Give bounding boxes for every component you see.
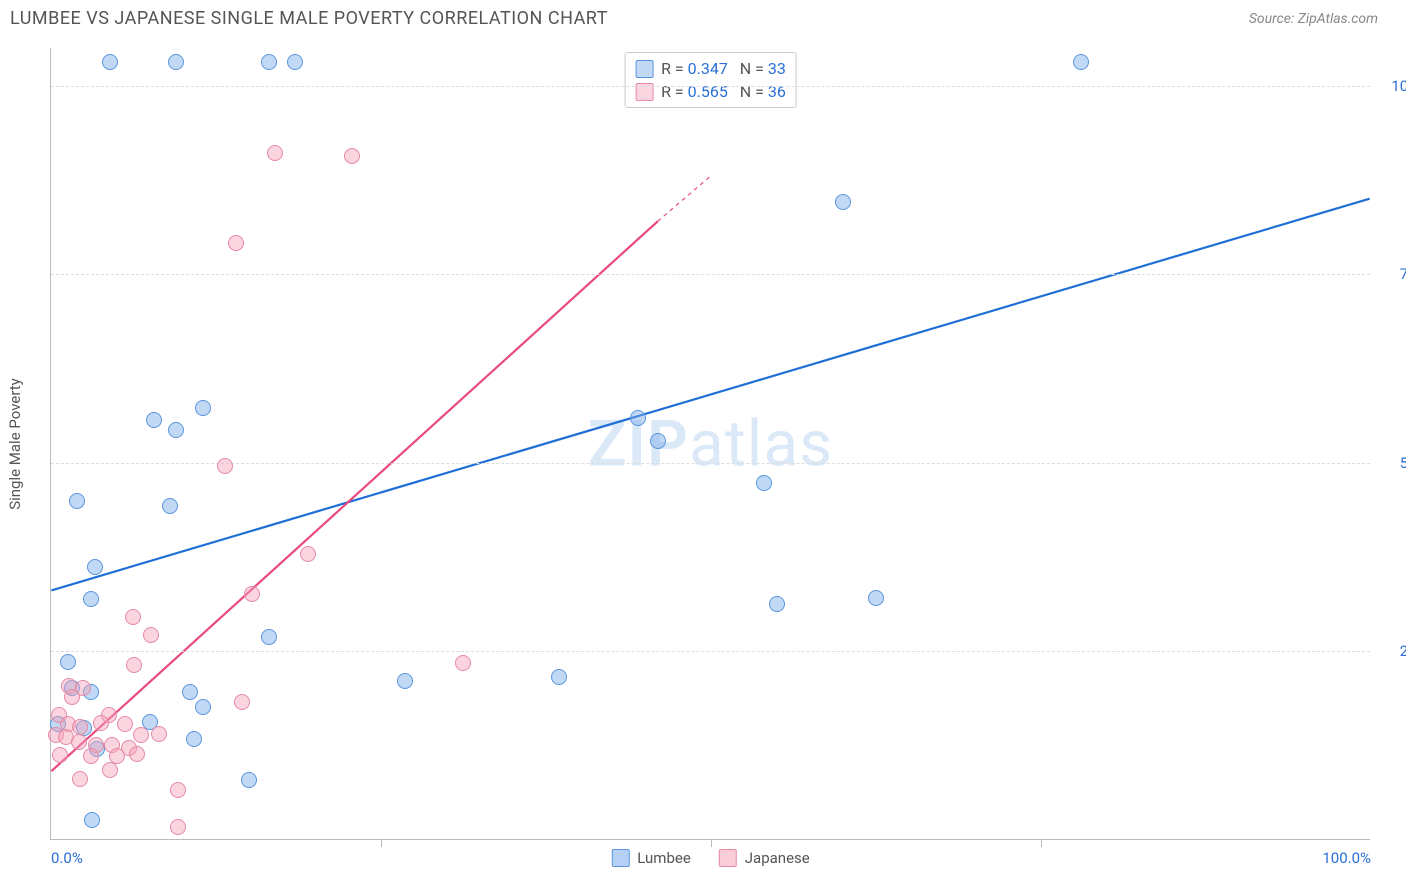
scatter-point bbox=[146, 412, 162, 428]
scatter-point bbox=[60, 654, 76, 670]
scatter-point bbox=[83, 748, 99, 764]
scatter-point bbox=[170, 819, 186, 835]
x-tick-label: 0.0% bbox=[51, 849, 83, 867]
scatter-point bbox=[835, 194, 851, 210]
scatter-point bbox=[267, 145, 283, 161]
scatter-point bbox=[170, 782, 186, 798]
scatter-point bbox=[650, 433, 666, 449]
legend-correlation-row: R = 0.347 N = 33 bbox=[635, 57, 786, 80]
trend-lines bbox=[51, 48, 1370, 839]
scatter-point bbox=[195, 400, 211, 416]
scatter-point bbox=[162, 498, 178, 514]
scatter-point bbox=[129, 746, 145, 762]
legend-series: Lumbee Japanese bbox=[611, 849, 809, 867]
legend-series-item: Lumbee bbox=[611, 849, 691, 867]
scatter-point bbox=[83, 591, 99, 607]
y-tick-label: 75.0% bbox=[1380, 265, 1406, 283]
scatter-point bbox=[228, 235, 244, 251]
scatter-point bbox=[64, 689, 80, 705]
scatter-point bbox=[234, 694, 250, 710]
y-tick-label: 100.0% bbox=[1380, 77, 1406, 95]
scatter-point bbox=[756, 475, 772, 491]
y-tick-label: 25.0% bbox=[1380, 642, 1406, 660]
scatter-point bbox=[241, 772, 257, 788]
scatter-point bbox=[868, 590, 884, 606]
legend-correlation-text: R = 0.347 N = 33 bbox=[661, 59, 786, 78]
gridline bbox=[51, 86, 1370, 87]
scatter-point bbox=[93, 715, 109, 731]
scatter-point bbox=[261, 54, 277, 70]
scatter-point bbox=[186, 731, 202, 747]
scatter-point bbox=[143, 627, 159, 643]
scatter-point bbox=[69, 493, 85, 509]
legend-correlation: R = 0.347 N = 33 R = 0.565 N = 36 bbox=[624, 52, 797, 108]
y-axis-title: Single Male Poverty bbox=[6, 378, 24, 510]
legend-correlation-row: R = 0.565 N = 36 bbox=[635, 80, 786, 103]
legend-swatch bbox=[719, 849, 737, 867]
x-tick bbox=[1041, 839, 1042, 847]
gridline bbox=[51, 463, 1370, 464]
plot-area: ZIPatlas Single Male Poverty R = 0.347 N… bbox=[50, 48, 1370, 840]
scatter-point bbox=[52, 747, 68, 763]
scatter-point bbox=[71, 734, 87, 750]
scatter-point bbox=[84, 812, 100, 828]
scatter-point bbox=[344, 148, 360, 164]
chart-title: LUMBEE VS JAPANESE SINGLE MALE POVERTY C… bbox=[10, 8, 608, 29]
scatter-point bbox=[126, 657, 142, 673]
gridline bbox=[51, 274, 1370, 275]
scatter-point bbox=[287, 54, 303, 70]
scatter-point bbox=[455, 655, 471, 671]
scatter-point bbox=[244, 586, 260, 602]
scatter-point bbox=[72, 719, 88, 735]
legend-swatch bbox=[611, 849, 629, 867]
scatter-point bbox=[117, 716, 133, 732]
scatter-point bbox=[133, 727, 149, 743]
scatter-point bbox=[300, 546, 316, 562]
scatter-point bbox=[72, 771, 88, 787]
x-tick-label: 100.0% bbox=[1322, 849, 1371, 867]
scatter-point bbox=[151, 726, 167, 742]
scatter-point bbox=[769, 596, 785, 612]
y-tick-label: 50.0% bbox=[1380, 454, 1406, 472]
legend-series-label: Japanese bbox=[745, 849, 810, 867]
legend-series-item: Japanese bbox=[719, 849, 810, 867]
legend-swatch bbox=[635, 60, 653, 78]
scatter-point bbox=[125, 609, 141, 625]
scatter-point bbox=[168, 422, 184, 438]
scatter-point bbox=[102, 54, 118, 70]
scatter-point bbox=[630, 410, 646, 426]
scatter-point bbox=[217, 458, 233, 474]
scatter-point bbox=[551, 669, 567, 685]
chart-header: LUMBEE VS JAPANESE SINGLE MALE POVERTY C… bbox=[0, 0, 1406, 35]
scatter-point bbox=[261, 629, 277, 645]
x-tick bbox=[711, 839, 712, 847]
scatter-point bbox=[195, 699, 211, 715]
watermark: ZIPatlas bbox=[588, 406, 833, 481]
scatter-point bbox=[87, 559, 103, 575]
scatter-point bbox=[1073, 54, 1089, 70]
chart-source: Source: ZipAtlas.com bbox=[1249, 11, 1378, 27]
scatter-point bbox=[168, 54, 184, 70]
scatter-point bbox=[182, 684, 198, 700]
gridline bbox=[51, 651, 1370, 652]
scatter-point bbox=[102, 762, 118, 778]
x-tick bbox=[381, 839, 382, 847]
legend-series-label: Lumbee bbox=[637, 849, 691, 867]
scatter-point bbox=[397, 673, 413, 689]
